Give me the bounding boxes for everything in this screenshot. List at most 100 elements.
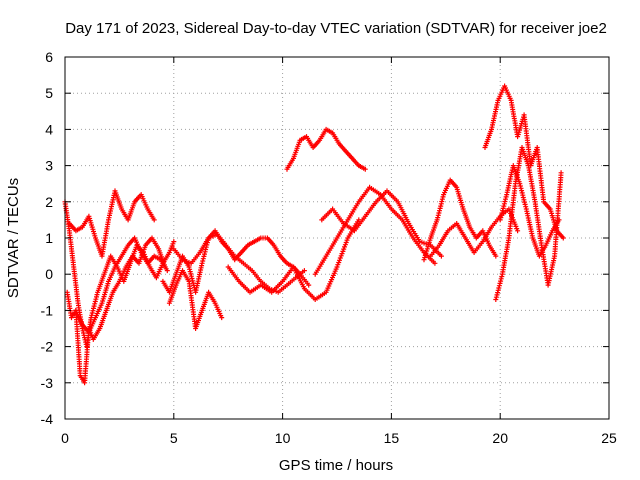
data-point-marks	[330, 206, 345, 225]
data-point-marks	[493, 274, 505, 302]
y-tick-label: 4	[45, 121, 53, 137]
data-point-marks	[180, 257, 192, 265]
data-point-marks	[519, 145, 531, 167]
series-arc-7	[171, 231, 307, 295]
data-point-marks	[291, 264, 306, 290]
series-arc-1	[62, 199, 177, 350]
data-point-marks	[312, 291, 327, 302]
data-point-marks	[125, 236, 136, 248]
data-point-marks	[323, 237, 339, 259]
data-point-marks	[349, 155, 360, 167]
data-point-marks	[86, 213, 98, 239]
data-point-marks	[188, 251, 201, 266]
data-point-marks	[552, 170, 564, 259]
x-tick-label: 20	[492, 430, 508, 446]
data-point-marks	[206, 232, 218, 241]
data-point-marks	[138, 192, 150, 210]
data-point-marks	[132, 235, 143, 253]
data-point-marks	[258, 278, 271, 290]
data-point-marks	[166, 239, 177, 255]
data-point-marks	[489, 100, 500, 132]
data-point-marks	[171, 246, 184, 261]
data-point-marks	[517, 181, 529, 210]
data-point-marks	[206, 289, 217, 304]
series-arc-13	[428, 206, 521, 259]
data-point-marks	[275, 284, 288, 295]
data-point-marks	[238, 244, 249, 255]
data-point-marks	[145, 206, 157, 223]
data-point-marks	[508, 97, 520, 137]
y-tick-label: 2	[45, 194, 53, 210]
data-point-marks	[125, 201, 137, 223]
data-point-marks	[454, 221, 467, 239]
data-point-marks	[336, 141, 347, 153]
data-point-marks	[447, 177, 458, 189]
data-point-marks	[121, 262, 133, 284]
data-point-marks	[395, 199, 411, 224]
data-point-marks	[497, 194, 509, 223]
data-point-marks	[232, 253, 245, 265]
x-tick-label: 10	[275, 430, 291, 446]
series-arc-3	[66, 188, 157, 259]
data-point-marks	[341, 221, 356, 233]
data-point-marks	[301, 286, 317, 301]
data-point-marks	[343, 148, 354, 160]
x-tick-label: 5	[170, 430, 178, 446]
y-tick-label: 6	[45, 49, 53, 65]
series-arc-6	[166, 268, 225, 331]
data-point-marks	[88, 292, 100, 321]
data-point-marks	[502, 83, 513, 101]
data-point-marks	[421, 237, 433, 263]
y-tick-label: 5	[45, 85, 53, 101]
data-point-marks	[90, 327, 102, 342]
data-point-marks	[543, 230, 554, 248]
data-point-marks	[526, 163, 538, 202]
series-arc-14	[482, 83, 566, 241]
data-point-marks	[399, 217, 415, 239]
data-point-marks	[532, 199, 544, 246]
data-point-marks	[225, 264, 241, 283]
series-arc-16	[497, 163, 562, 259]
data-point-marks	[319, 208, 334, 223]
data-point-marks	[223, 242, 236, 257]
series-arc-4	[73, 235, 170, 335]
data-point-marks	[93, 302, 104, 321]
data-point-marks	[180, 268, 191, 283]
data-point-marks	[197, 237, 210, 255]
data-point-marks	[66, 221, 78, 232]
data-point-marks	[73, 225, 84, 234]
data-point-marks	[186, 278, 198, 329]
data-point-marks	[428, 219, 439, 241]
data-point-marks	[373, 190, 388, 205]
data-point-marks	[499, 237, 511, 277]
data-point-marks	[410, 235, 426, 254]
data-point-marks	[166, 273, 178, 295]
data-point-marks	[214, 231, 228, 246]
data-point-marks	[284, 157, 295, 172]
data-point-marks	[97, 309, 109, 331]
data-point-marks	[345, 201, 361, 223]
data-point-marks	[240, 260, 253, 272]
data-point-marks	[330, 130, 341, 145]
data-point-marks	[245, 240, 256, 248]
data-point-marks	[356, 186, 371, 205]
data-point-marks	[151, 253, 162, 262]
data-point-marks	[362, 201, 378, 219]
data-point-marks	[110, 280, 121, 295]
ticks-layer: 0 5 10 15 20 25 -4 -3 -2 -1 0 1 2 3 4 5 6	[41, 49, 617, 446]
series-arc-15	[493, 145, 564, 302]
data-point-marks	[454, 184, 466, 210]
series-arc-11	[319, 188, 444, 259]
data-point-marks	[434, 194, 446, 223]
data-point-marks	[334, 237, 350, 270]
data-point-marks	[351, 215, 367, 234]
data-point-marks	[95, 273, 106, 295]
data-point-marks	[145, 255, 156, 266]
data-point-marks	[193, 309, 204, 331]
data-point-marks	[297, 135, 308, 143]
data-point-marks	[258, 282, 273, 294]
data-point-marks	[269, 280, 284, 295]
data-point-marks	[149, 235, 160, 250]
data-point-marks	[71, 264, 81, 304]
